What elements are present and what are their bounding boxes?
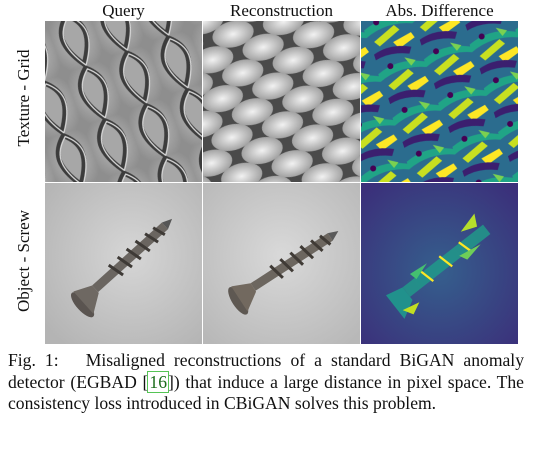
figure-caption: Fig. 1: Misaligned reconstructions of a … bbox=[8, 350, 524, 415]
texture-grid-query-image bbox=[45, 21, 202, 182]
caption-label: Fig. 1: bbox=[8, 350, 59, 370]
object-screw-query-image bbox=[45, 183, 202, 344]
caption-text-after-ref: ]) that induce a large distance in pixel… bbox=[8, 371, 524, 414]
column-header-reconstruction: Reconstruction bbox=[230, 1, 333, 20]
texture-grid-reconstruction-image bbox=[203, 21, 360, 182]
column-header-query: Query bbox=[102, 1, 145, 20]
object-screw-difference-map bbox=[361, 183, 518, 344]
row-label-texture-grid: Texture - Grid bbox=[14, 49, 33, 147]
object-screw-reconstruction-image bbox=[203, 183, 360, 344]
texture-grid-difference-map bbox=[361, 21, 518, 182]
row-label-object-screw: Object - Screw bbox=[14, 210, 33, 312]
citation-link[interactable]: 16 bbox=[147, 370, 169, 393]
column-header-abs-difference: Abs. Difference bbox=[385, 1, 494, 20]
caption-text-before-ref: Misaligned reconstructions of a standard… bbox=[8, 350, 524, 392]
